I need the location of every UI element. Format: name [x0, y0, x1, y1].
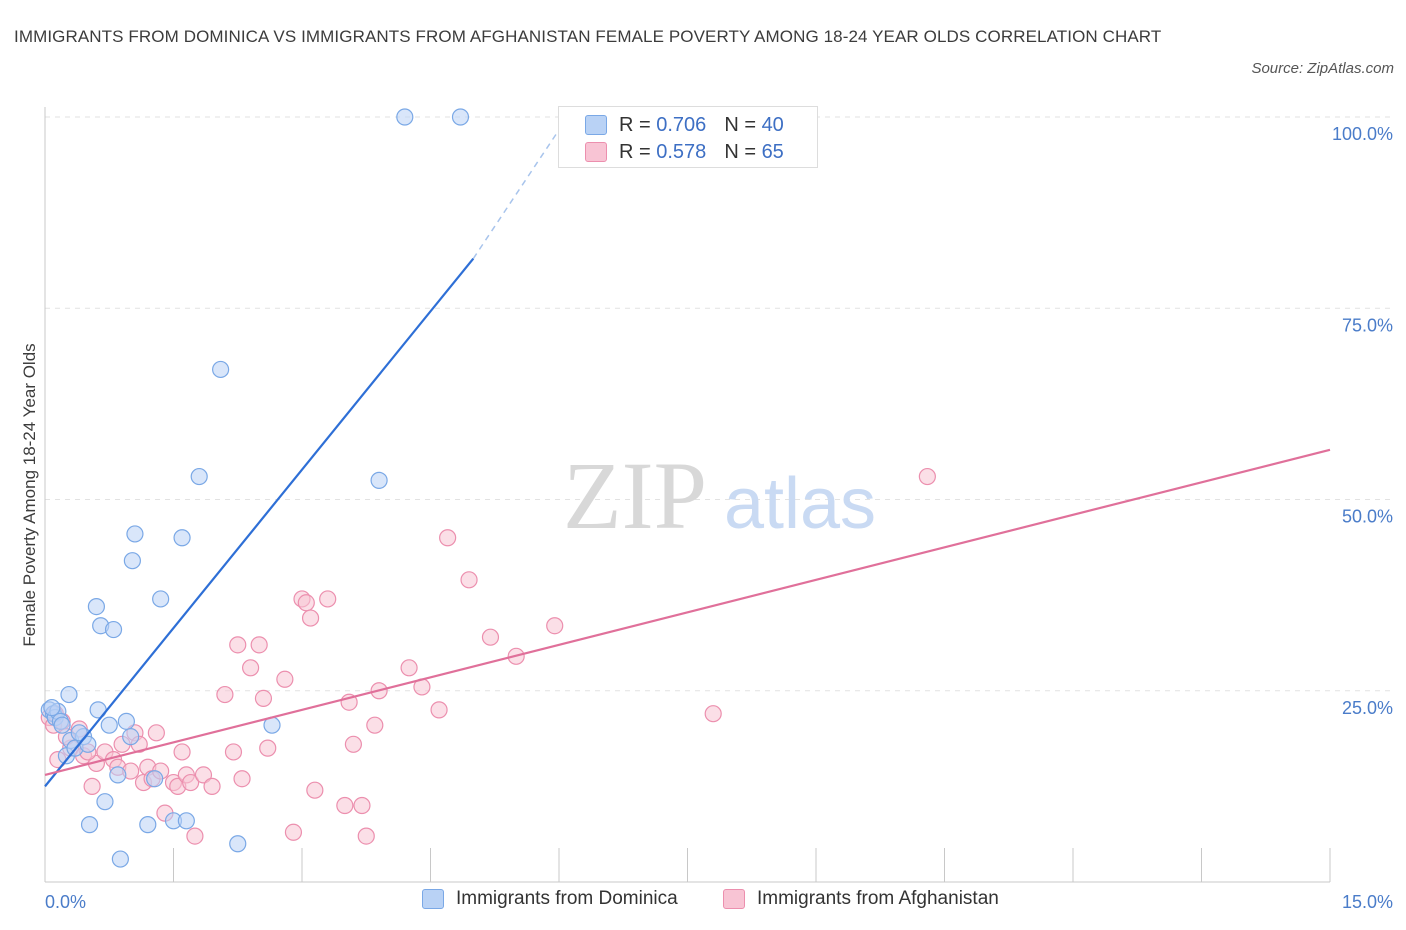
afghanistan-point — [336, 796, 354, 815]
afghanistan-point — [254, 689, 273, 708]
watermark-zip: ZIP — [563, 442, 707, 549]
series-label-dominica: Immigrants from Dominica — [456, 888, 678, 909]
chart-title: IMMIGRANTS FROM DOMINICA VS IMMIGRANTS F… — [14, 27, 1162, 46]
dominica-point — [146, 770, 164, 788]
legend-n-label: N = — [724, 140, 756, 163]
dominica-point — [96, 793, 114, 811]
dominica-point — [122, 728, 140, 746]
legend-n-value-dominica: 40 — [761, 113, 784, 136]
afghanistan-point — [481, 628, 500, 646]
afghanistan-point — [186, 827, 204, 845]
afghanistan-point — [344, 735, 362, 753]
afghanistan-point — [83, 777, 101, 795]
series-legend: Immigrants from Dominica Immigrants from… — [0, 888, 1406, 916]
legend-swatch-dominica — [585, 115, 607, 135]
dominica-point — [117, 712, 135, 730]
dominica-point — [396, 108, 414, 126]
dominica-point — [60, 685, 78, 704]
afghanistan-point — [430, 701, 448, 719]
dominica-point — [152, 590, 170, 608]
afghanistan-point — [704, 705, 722, 723]
dominica-point — [451, 108, 470, 126]
watermark-atlas: atlas — [724, 464, 876, 544]
legend-n-label: N = — [724, 113, 756, 136]
dominica-point — [139, 816, 157, 834]
legend-r-label: R = — [619, 113, 651, 136]
afghanistan-point — [284, 823, 303, 841]
y-tick-label: 100.0% — [1332, 124, 1393, 144]
afghanistan-point — [229, 636, 247, 654]
watermark: ZIP atlas — [563, 442, 876, 549]
afghanistan-point — [357, 827, 375, 845]
y-tick-label: 25.0% — [1342, 698, 1393, 718]
afghanistan-point — [460, 571, 478, 589]
axes — [44, 107, 1331, 883]
legend-r-value-afghanistan: 0.578 — [656, 140, 707, 163]
correlation-legend: R = 0.706 N = 40 R = 0.578 N = 65 — [558, 106, 818, 168]
x-tick-label-max: 15.0% — [1342, 892, 1393, 912]
dominica-point — [80, 816, 99, 834]
series-label-afghanistan: Immigrants from Afghanistan — [757, 888, 999, 909]
x-tick-label-min: 0.0% — [45, 892, 86, 912]
dominica-point — [229, 835, 247, 853]
dominica-point — [100, 716, 118, 734]
afghanistan-point — [203, 777, 221, 795]
afghanistan-point — [182, 773, 200, 792]
afghanistan-trend-line — [44, 448, 1331, 776]
afghanistan-point — [306, 781, 324, 799]
dominica-points — [40, 108, 470, 868]
dominica-point — [43, 698, 61, 717]
dominica-trend-extension — [472, 116, 569, 259]
series-swatch-afghanistan — [723, 889, 745, 909]
legend-r-value-dominica: 0.706 — [656, 113, 707, 136]
dominica-point — [177, 812, 195, 830]
afghanistan-point — [276, 670, 294, 688]
dominica-point — [173, 529, 191, 547]
legend-row-dominica: R = 0.706 N = 40 — [585, 113, 784, 137]
dominica-point — [190, 467, 208, 486]
legend-row-afghanistan: R = 0.578 N = 65 — [585, 140, 784, 164]
afghanistan-point — [216, 685, 234, 704]
afghanistan-point — [400, 659, 418, 677]
dominica-point — [370, 471, 388, 489]
dominica-point — [123, 552, 141, 570]
grid-lines — [45, 116, 1395, 692]
afghanistan-point — [353, 796, 371, 815]
series-legend-dominica[interactable]: Immigrants from Dominica — [422, 888, 678, 910]
source-label: Source: ZipAtlas.com — [1251, 60, 1394, 77]
afghanistan-point — [319, 590, 337, 608]
y-tick-label: 50.0% — [1342, 507, 1393, 527]
dominica-point — [111, 850, 129, 868]
dominica-point — [87, 597, 106, 616]
y-tick-label: 75.0% — [1342, 315, 1393, 335]
dominica-trend-line — [44, 257, 475, 788]
legend-r-label: R = — [619, 140, 651, 163]
afghanistan-point — [546, 617, 564, 635]
dominica-point — [126, 525, 144, 543]
dominica-point — [104, 620, 123, 639]
dominica-point — [109, 766, 127, 784]
dominica-point — [53, 716, 71, 734]
afghanistan-point — [194, 766, 213, 784]
afghanistan-point — [439, 529, 457, 547]
afghanistan-point — [366, 716, 384, 734]
legend-n-value-afghanistan: 65 — [761, 140, 784, 163]
afghanistan-point — [297, 594, 315, 612]
afghanistan-point — [301, 609, 320, 627]
trend-lines — [44, 116, 1331, 788]
tick-labels: 25.0% 50.0% 75.0% 100.0% 0.0% 15.0% — [45, 124, 1393, 912]
dominica-point — [212, 360, 230, 379]
afghanistan-point — [250, 636, 268, 654]
afghanistan-point — [242, 659, 260, 677]
series-swatch-dominica — [422, 889, 444, 909]
afghanistan-point — [224, 743, 243, 761]
legend-swatch-afghanistan — [585, 142, 607, 162]
series-legend-afghanistan[interactable]: Immigrants from Afghanistan — [723, 888, 999, 910]
afghanistan-point — [918, 467, 936, 486]
afghanistan-point — [147, 724, 165, 742]
afghanistan-point — [259, 739, 277, 757]
afghanistan-point — [233, 770, 251, 788]
afghanistan-point — [173, 743, 191, 761]
